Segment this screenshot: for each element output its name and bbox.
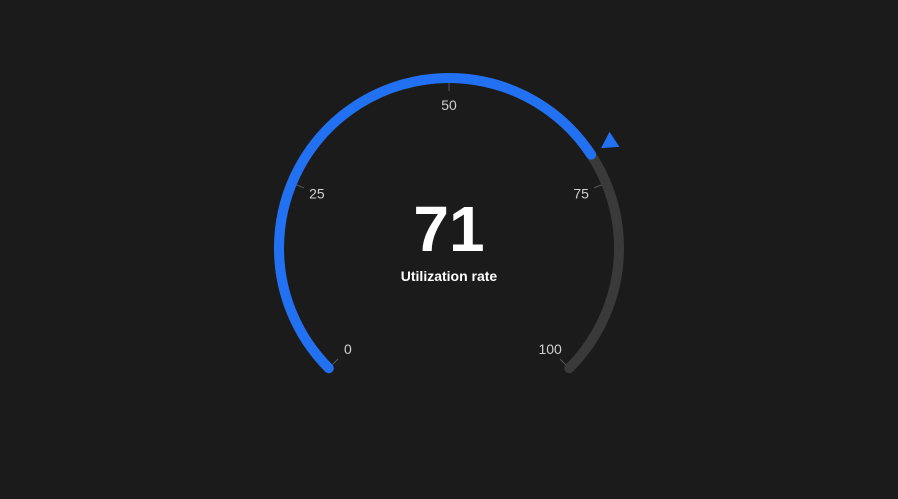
gauge-tick-mark xyxy=(593,184,602,189)
gauge-tick-label: 50 xyxy=(441,97,457,113)
gauge-progress-arc xyxy=(274,73,597,374)
gauge-caption: Utilization rate xyxy=(401,268,498,284)
tick-layer: 0 25 50 75 100 xyxy=(296,83,602,366)
gauge-tick-mark xyxy=(331,358,339,366)
gauge-tick-label: 0 xyxy=(344,341,352,357)
gauge-tick-label: 25 xyxy=(309,185,325,201)
gauge-tick-mark xyxy=(296,184,305,189)
gauge-pointer-marker xyxy=(601,131,620,149)
gauge-value: 71 xyxy=(413,193,484,265)
gauge-tick-label: 100 xyxy=(538,341,562,357)
gauge-tick-mark xyxy=(559,358,567,366)
gauge-tick-label: 75 xyxy=(573,185,589,201)
